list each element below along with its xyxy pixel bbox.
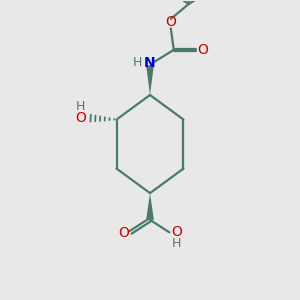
Text: H: H bbox=[133, 56, 142, 69]
Text: O: O bbox=[75, 111, 86, 125]
Polygon shape bbox=[146, 193, 154, 220]
Text: H: H bbox=[172, 237, 182, 250]
Text: O: O bbox=[165, 15, 176, 29]
Text: H: H bbox=[76, 100, 86, 113]
Text: O: O bbox=[197, 43, 208, 57]
Polygon shape bbox=[146, 65, 154, 95]
Text: O: O bbox=[118, 226, 129, 240]
Text: N: N bbox=[144, 56, 156, 70]
Text: O: O bbox=[171, 225, 182, 239]
